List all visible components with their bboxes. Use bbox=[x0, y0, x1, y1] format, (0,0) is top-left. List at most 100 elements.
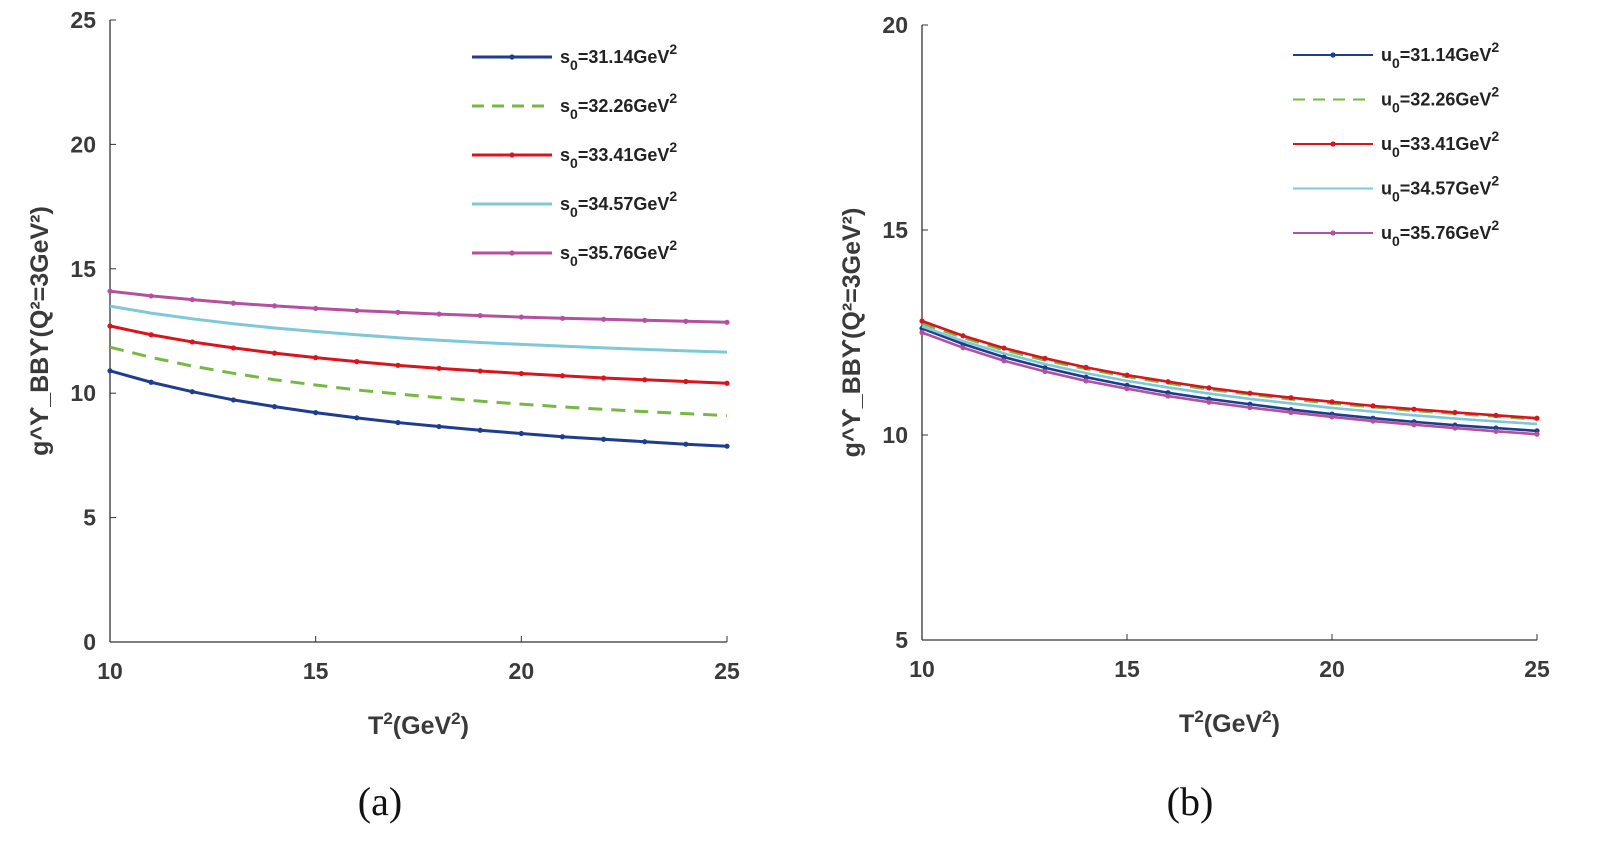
data-point bbox=[1083, 364, 1089, 370]
y-tick-label: 25 bbox=[70, 7, 96, 33]
data-point bbox=[642, 377, 648, 383]
data-point bbox=[107, 368, 113, 374]
data-point bbox=[1001, 354, 1007, 360]
series-line-3 bbox=[109, 324, 728, 385]
series-line-1 bbox=[109, 369, 728, 448]
legend-marker bbox=[509, 250, 515, 256]
legend-label: s0=34.57GeV2 bbox=[560, 188, 677, 220]
data-point bbox=[919, 329, 925, 336]
series-line-4 bbox=[921, 325, 1538, 426]
data-point bbox=[189, 297, 195, 303]
data-point bbox=[148, 332, 154, 338]
chart-panel-a: 10 15 20 25 0 5 10 15 20 25 T2(GeV2) g^ϒ_BBϒ(Q²=3Ge… bbox=[26, 7, 740, 824]
data-point bbox=[436, 423, 442, 430]
data-point bbox=[1452, 425, 1458, 431]
data-point bbox=[107, 323, 113, 329]
data-point bbox=[919, 318, 925, 324]
series-line-4 bbox=[109, 304, 728, 354]
data-point bbox=[1206, 385, 1212, 391]
data-point bbox=[1329, 399, 1335, 405]
data-point bbox=[1165, 379, 1171, 385]
data-point bbox=[1124, 386, 1130, 392]
x-axis-label: T2(GeV2) bbox=[368, 709, 469, 740]
data-point bbox=[271, 404, 278, 410]
x-tick-label: 20 bbox=[509, 658, 535, 684]
data-point bbox=[1083, 378, 1089, 384]
series-line-2 bbox=[109, 345, 728, 418]
data-point bbox=[148, 293, 154, 299]
legend-label: u0=33.41GeV2 bbox=[1381, 128, 1499, 160]
legend-label: u0=34.57GeV2 bbox=[1381, 173, 1499, 205]
data-point bbox=[518, 314, 524, 320]
x-tick-label: 10 bbox=[97, 658, 123, 684]
data-point bbox=[436, 311, 442, 317]
data-point bbox=[271, 350, 278, 356]
series-line-3 bbox=[921, 319, 1538, 420]
data-point bbox=[642, 317, 648, 323]
y-tick-label: 15 bbox=[70, 256, 96, 282]
legend-marker bbox=[1330, 52, 1336, 58]
data-point bbox=[436, 365, 442, 371]
data-point bbox=[1534, 431, 1540, 437]
data-point bbox=[477, 427, 483, 433]
legend-label: u0=35.76GeV2 bbox=[1381, 217, 1499, 249]
legend-label: u0=31.14GeV2 bbox=[1381, 39, 1499, 71]
data-point bbox=[354, 415, 360, 421]
data-point bbox=[1411, 406, 1417, 412]
x-tick-label: 25 bbox=[714, 658, 740, 684]
data-point bbox=[1493, 428, 1499, 434]
data-point bbox=[313, 305, 319, 311]
y-tick-label: 10 bbox=[70, 380, 96, 406]
data-point bbox=[601, 375, 607, 381]
data-point bbox=[148, 379, 154, 385]
data-point bbox=[1042, 368, 1048, 375]
legend-label: s0=35.76GeV2 bbox=[560, 237, 677, 269]
data-point bbox=[724, 319, 730, 325]
y-tick-label: 15 bbox=[882, 217, 908, 243]
data-point bbox=[230, 345, 236, 351]
data-point bbox=[1042, 355, 1048, 361]
data-point bbox=[477, 312, 483, 319]
legend-marker bbox=[509, 54, 515, 60]
data-point bbox=[230, 300, 236, 306]
data-point bbox=[642, 439, 648, 445]
legend-marker bbox=[1330, 141, 1336, 147]
data-point bbox=[1042, 365, 1048, 371]
data-point bbox=[1165, 393, 1171, 399]
y-tick-label: 20 bbox=[70, 131, 96, 157]
data-point bbox=[313, 410, 319, 416]
data-point bbox=[724, 443, 730, 449]
data-point bbox=[1001, 345, 1007, 351]
legend-marker bbox=[509, 152, 515, 158]
data-point bbox=[1001, 358, 1007, 364]
panel-caption: (b) bbox=[1167, 779, 1214, 824]
y-tick-label: 0 bbox=[83, 629, 96, 655]
data-point bbox=[960, 333, 966, 339]
panel-caption: (a) bbox=[358, 779, 402, 824]
data-point bbox=[1247, 390, 1253, 396]
x-axis-label: T2(GeV2) bbox=[1179, 707, 1280, 738]
data-point bbox=[1247, 404, 1253, 411]
data-point bbox=[395, 419, 401, 426]
data-point bbox=[313, 355, 319, 361]
data-point bbox=[601, 436, 607, 442]
data-point bbox=[1124, 372, 1130, 378]
chart-panel-b: 10 15 20 255101520T2(GeV2)g^ϒ_BBϒ(Q²=3GeV²)… bbox=[838, 12, 1550, 824]
data-point bbox=[683, 441, 689, 447]
y-tick-label: 5 bbox=[83, 505, 96, 531]
data-point bbox=[683, 318, 689, 324]
data-point bbox=[1288, 395, 1294, 401]
legend-marker bbox=[1330, 230, 1336, 236]
data-point bbox=[1083, 374, 1089, 380]
y-tick-label: 20 bbox=[882, 12, 908, 38]
data-point bbox=[1370, 418, 1376, 424]
data-point bbox=[1329, 414, 1335, 420]
x-tick-label: 15 bbox=[303, 658, 329, 684]
data-point bbox=[601, 316, 607, 322]
data-point bbox=[271, 303, 278, 309]
data-point bbox=[683, 378, 689, 385]
data-point bbox=[1288, 409, 1294, 416]
data-point bbox=[1206, 399, 1212, 405]
data-point bbox=[559, 373, 566, 379]
legend-label: s0=31.14GeV2 bbox=[560, 41, 677, 73]
